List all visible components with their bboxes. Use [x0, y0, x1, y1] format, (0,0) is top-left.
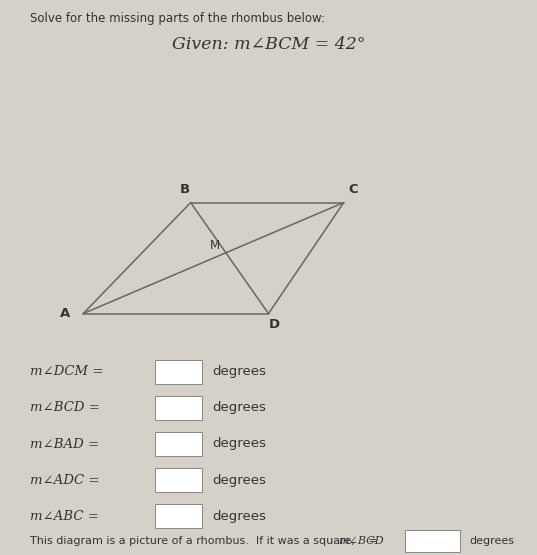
Text: A: A [60, 307, 71, 320]
Text: This diagram is a picture of a rhombus.  If it was a square,: This diagram is a picture of a rhombus. … [30, 536, 354, 546]
FancyBboxPatch shape [155, 468, 202, 492]
Text: m∠DCM =: m∠DCM = [30, 365, 103, 379]
Text: m∠BCD =: m∠BCD = [30, 401, 99, 415]
Text: m∠BAD =: m∠BAD = [30, 437, 99, 451]
Text: D: D [268, 318, 279, 331]
Text: m∠BCD: m∠BCD [338, 536, 384, 546]
Text: Solve for the missing parts of the rhombus below:: Solve for the missing parts of the rhomb… [30, 12, 324, 25]
Text: Given: m∠BCM = 42°: Given: m∠BCM = 42° [172, 36, 365, 53]
Text: degrees: degrees [212, 509, 266, 523]
FancyBboxPatch shape [155, 432, 202, 456]
Text: m∠ADC =: m∠ADC = [30, 473, 99, 487]
FancyBboxPatch shape [155, 360, 202, 384]
Text: degrees: degrees [470, 536, 515, 546]
FancyBboxPatch shape [155, 396, 202, 420]
Text: =: = [365, 536, 378, 546]
Text: degrees: degrees [212, 473, 266, 487]
Text: M: M [210, 239, 220, 252]
FancyBboxPatch shape [405, 530, 460, 552]
FancyBboxPatch shape [155, 504, 202, 528]
Text: degrees: degrees [212, 401, 266, 415]
Text: B: B [180, 183, 190, 196]
Text: degrees: degrees [212, 437, 266, 451]
Text: degrees: degrees [212, 365, 266, 379]
Text: C: C [349, 183, 358, 196]
Text: m∠ABC =: m∠ABC = [30, 509, 98, 523]
